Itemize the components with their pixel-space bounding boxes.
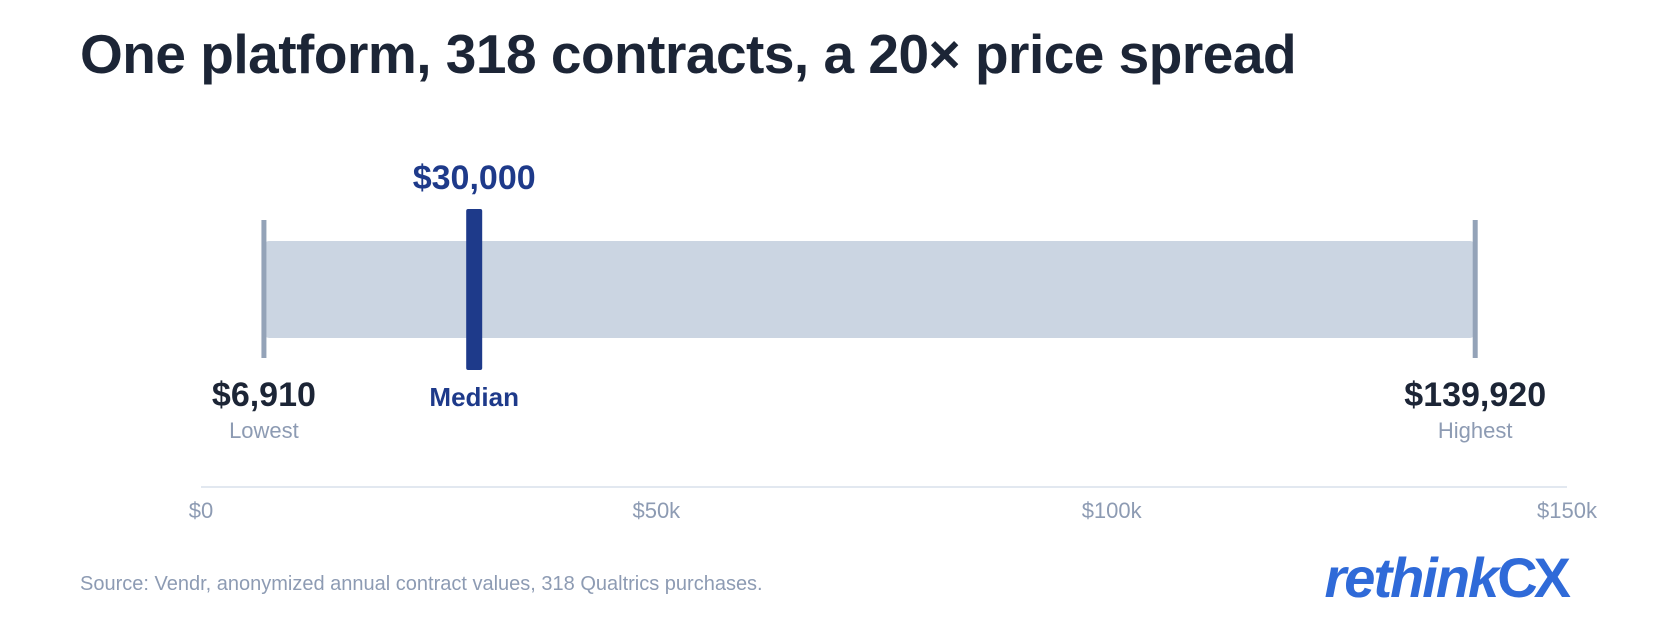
median-marker <box>466 209 483 370</box>
x-tick-label-1: $50k <box>632 498 681 523</box>
max-cap <box>1472 220 1478 358</box>
min-value-label: $6,910 <box>212 376 316 414</box>
min-cap <box>261 220 267 358</box>
median-value-label: $30,000 <box>413 159 536 197</box>
median-caption: Median <box>429 382 519 412</box>
max-value-label: $139,920 <box>1404 376 1546 414</box>
source-note: Source: Vendr, anonymized annual contrac… <box>80 573 763 595</box>
range-bar <box>263 241 1476 338</box>
x-tick-label-2: $100k <box>1082 498 1143 523</box>
x-tick-label-3: $150k <box>1537 498 1598 523</box>
min-caption: Lowest <box>229 418 299 443</box>
logo-text-cx: CX <box>1497 546 1571 609</box>
chart-title: One platform, 318 contracts, a 20× price… <box>80 23 1297 85</box>
x-tick-label-0: $0 <box>189 498 213 523</box>
logo-text-rethink: rethink <box>1324 546 1500 609</box>
max-caption: Highest <box>1438 418 1513 443</box>
rethinkcx-logo: rethinkCX <box>1325 550 1571 606</box>
